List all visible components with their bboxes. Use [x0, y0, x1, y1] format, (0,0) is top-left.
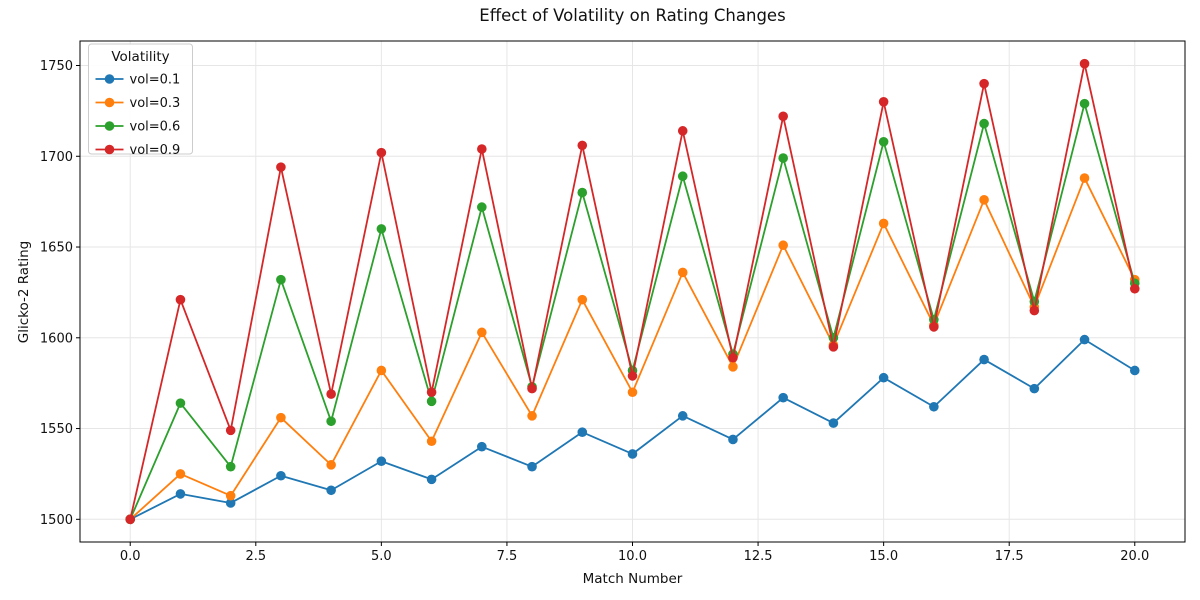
data-point-vol-0-3: [326, 460, 336, 470]
data-point-vol-0-1: [477, 441, 487, 452]
x-tick-label: 12.5: [744, 549, 773, 564]
data-point-vol-0-3: [175, 469, 186, 479]
data-point-vol-0-3: [627, 387, 638, 398]
legend-sample-marker-vol-0-1: [104, 74, 115, 84]
x-tick-label: 15.0: [869, 549, 898, 564]
x-tick-label: 10.0: [618, 549, 647, 564]
data-point-vol-0-6: [276, 274, 286, 285]
data-point-vol-0-3: [979, 195, 989, 205]
data-point-vol-0-9: [426, 387, 437, 398]
data-point-vol-0-6: [225, 461, 236, 472]
legend-sample-marker-vol-0-3: [104, 97, 115, 108]
data-point-vol-0-1: [577, 427, 588, 437]
y-tick-label: 1750: [40, 59, 73, 74]
data-point-vol-0-1: [627, 449, 638, 459]
data-point-vol-0-1: [728, 434, 738, 445]
data-point-vol-0-9: [878, 97, 889, 107]
data-point-vol-0-6: [477, 202, 487, 212]
data-point-vol-0-9: [276, 162, 286, 172]
legend-sample-marker-vol-0-9: [104, 144, 115, 155]
data-point-vol-0-3: [1079, 173, 1090, 183]
data-point-vol-0-9: [527, 383, 537, 394]
x-tick-label: 2.5: [245, 549, 266, 564]
data-point-vol-0-1: [929, 401, 939, 412]
data-point-vol-0-1: [828, 418, 839, 428]
data-point-vol-0-1: [225, 498, 236, 508]
data-point-vol-0-1: [778, 392, 788, 403]
data-point-vol-0-6: [1079, 98, 1090, 109]
x-tick-label: 17.5: [995, 549, 1024, 564]
data-point-vol-0-9: [1079, 58, 1090, 69]
data-point-vol-0-3: [778, 240, 788, 251]
y-tick-label: 1550: [40, 422, 73, 437]
data-point-vol-0-1: [175, 489, 186, 499]
data-point-vol-0-1: [979, 354, 989, 365]
data-point-vol-0-9: [677, 126, 688, 136]
y-tick-label: 1650: [40, 241, 73, 256]
data-point-vol-0-3: [225, 490, 236, 501]
data-point-vol-0-1: [1029, 383, 1040, 394]
data-point-vol-0-9: [1029, 305, 1040, 316]
data-point-vol-0-3: [577, 294, 588, 305]
data-point-vol-0-6: [878, 136, 889, 147]
data-point-vol-0-6: [677, 171, 688, 182]
legend-item-label-vol-0-3: vol=0.3: [130, 96, 181, 111]
data-point-vol-0-9: [1129, 283, 1140, 294]
y-tick-label: 1700: [40, 150, 73, 165]
x-tick-label: 7.5: [497, 549, 518, 564]
legend-item-label-vol-0-1: vol=0.1: [130, 73, 181, 88]
data-point-vol-0-3: [728, 362, 738, 372]
data-point-vol-0-1: [878, 372, 889, 383]
data-point-vol-0-9: [929, 322, 939, 332]
data-point-vol-0-9: [125, 514, 136, 525]
data-point-vol-0-1: [1079, 334, 1090, 345]
data-point-vol-0-9: [175, 294, 186, 305]
x-tick-label: 5.0: [371, 549, 392, 564]
legend-sample-marker-vol-0-6: [104, 121, 115, 131]
data-point-vol-0-9: [225, 425, 236, 436]
x-tick-label: 20.0: [1120, 549, 1149, 564]
data-point-vol-0-6: [577, 187, 588, 198]
data-point-vol-0-6: [979, 118, 989, 129]
data-point-vol-0-6: [326, 416, 336, 427]
data-point-vol-0-9: [778, 111, 788, 122]
data-point-vol-0-1: [677, 411, 688, 421]
data-point-vol-0-9: [979, 78, 989, 89]
legend-title: Volatility: [111, 49, 169, 65]
data-point-vol-0-9: [477, 144, 487, 154]
data-point-vol-0-6: [778, 153, 788, 163]
data-point-vol-0-3: [527, 411, 537, 421]
data-point-vol-0-1: [276, 470, 286, 481]
data-point-vol-0-3: [376, 365, 387, 376]
data-point-vol-0-9: [326, 389, 336, 399]
data-point-vol-0-3: [677, 267, 688, 278]
data-point-vol-0-1: [1129, 365, 1140, 376]
y-tick-label: 1500: [40, 513, 73, 528]
data-point-vol-0-1: [527, 461, 537, 472]
data-point-vol-0-9: [627, 371, 638, 381]
data-point-vol-0-9: [728, 352, 738, 363]
data-point-vol-0-3: [426, 436, 437, 447]
legend-item-label-vol-0-9: vol=0.9: [130, 143, 181, 158]
data-point-vol-0-3: [276, 412, 286, 423]
data-point-vol-0-6: [175, 398, 186, 408]
data-point-vol-0-1: [376, 456, 387, 467]
legend-item-label-vol-0-6: vol=0.6: [130, 120, 181, 135]
data-point-vol-0-3: [477, 327, 487, 338]
data-point-vol-0-3: [878, 218, 889, 229]
data-point-vol-0-6: [426, 396, 437, 407]
chart-title: Effect of Volatility on Rating Changes: [479, 6, 786, 25]
x-tick-label: 0.0: [120, 549, 141, 564]
data-point-vol-0-1: [426, 474, 437, 485]
data-point-vol-0-1: [326, 485, 336, 496]
y-tick-label: 1600: [40, 331, 73, 346]
data-point-vol-0-6: [376, 224, 387, 234]
data-point-vol-0-9: [376, 147, 387, 158]
data-point-vol-0-9: [577, 140, 588, 151]
x-axis-label: Match Number: [582, 571, 683, 587]
data-point-vol-0-9: [828, 342, 839, 352]
